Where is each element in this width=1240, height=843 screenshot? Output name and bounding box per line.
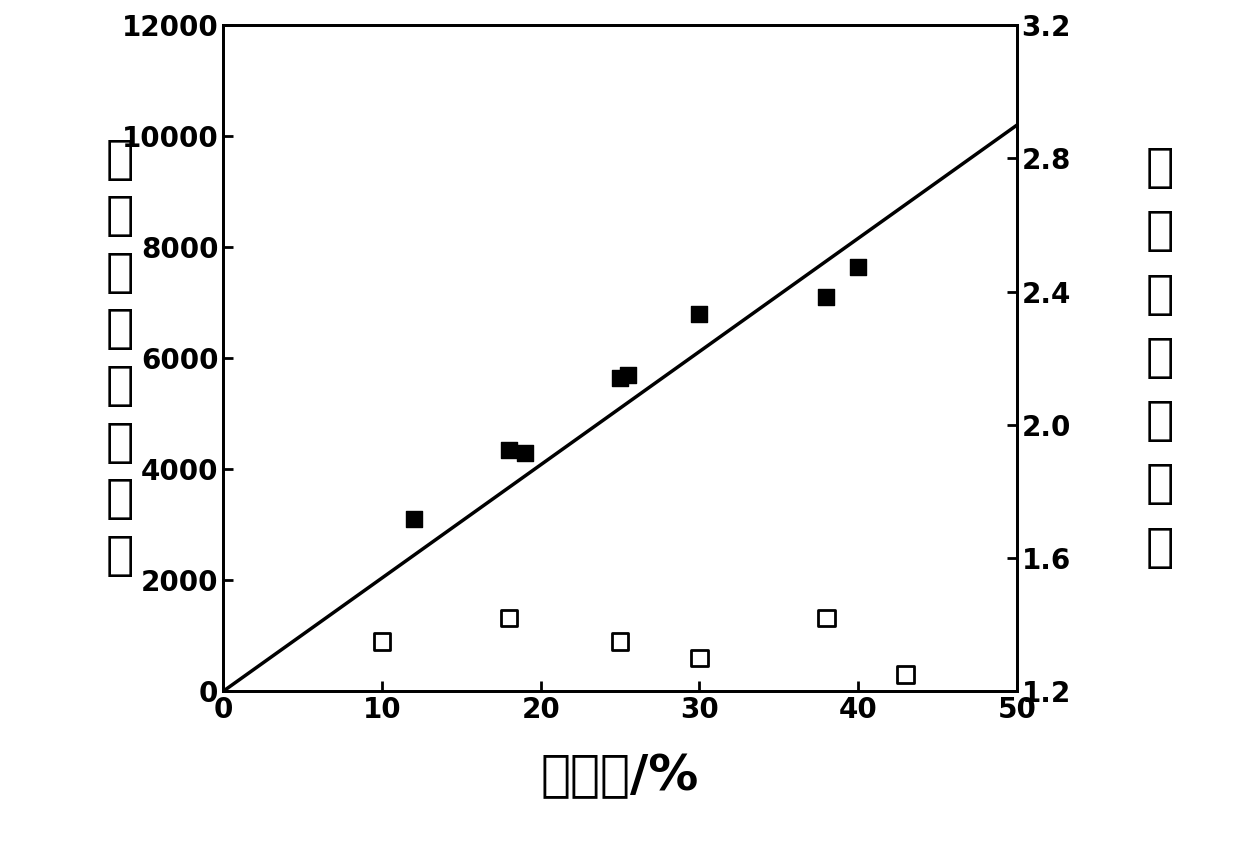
Point: [895, 668, 915, 681]
Text: 均: 均: [105, 194, 134, 239]
Text: 分: 分: [105, 364, 134, 409]
Point: [816, 291, 836, 304]
Text: 分: 分: [1146, 146, 1174, 191]
Point: [498, 611, 518, 625]
Text: 指: 指: [1146, 462, 1174, 507]
Text: 量: 量: [105, 534, 134, 579]
Text: 分: 分: [1146, 336, 1174, 381]
Text: 布: 布: [1146, 399, 1174, 444]
Point: [498, 443, 518, 457]
Point: [689, 651, 709, 664]
Point: [689, 307, 709, 320]
Text: 质: 质: [105, 477, 134, 523]
Point: [610, 635, 630, 648]
Point: [816, 611, 836, 625]
Point: [618, 368, 637, 382]
Text: 相: 相: [105, 251, 134, 296]
Text: 子: 子: [105, 421, 134, 465]
Text: 子: 子: [1146, 209, 1174, 255]
Text: 数: 数: [1146, 525, 1174, 571]
Point: [404, 513, 424, 526]
Text: 量: 量: [1146, 272, 1174, 318]
Point: [610, 371, 630, 384]
X-axis label: 转化率/%: 转化率/%: [541, 752, 699, 800]
Point: [848, 260, 868, 273]
Text: 对: 对: [105, 308, 134, 352]
Point: [515, 446, 534, 459]
Text: 数: 数: [105, 137, 134, 183]
Point: [372, 635, 392, 648]
